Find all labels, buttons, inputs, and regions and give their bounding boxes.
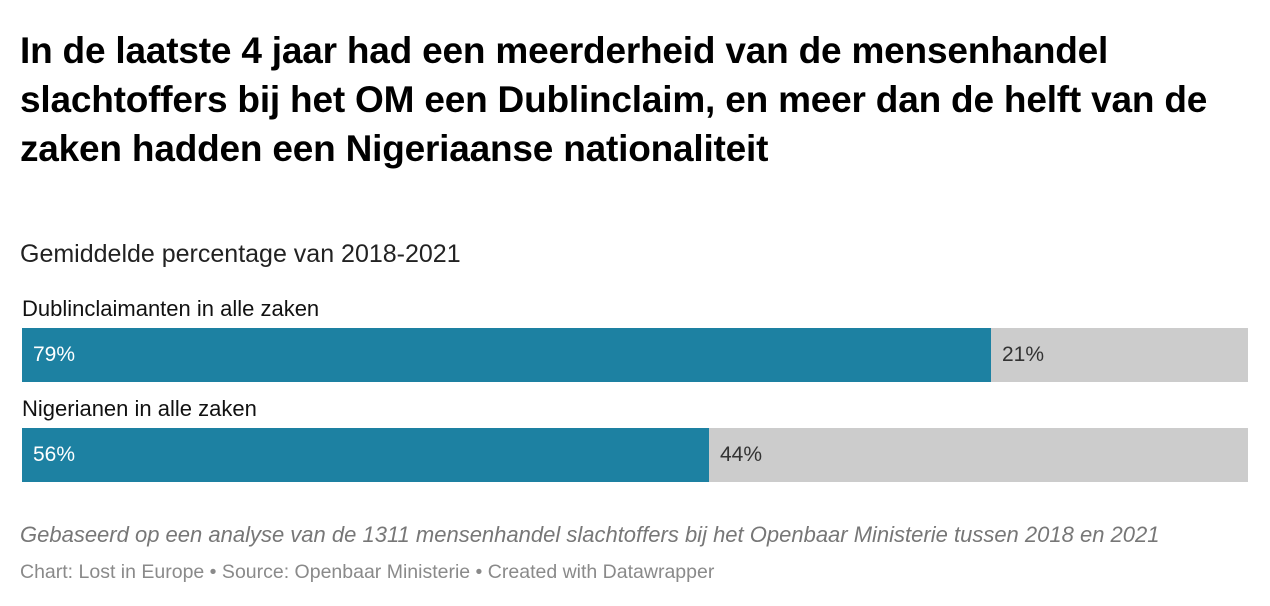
category-label: Dublinclaimanten in alle zaken [22, 296, 320, 321]
category-label: Nigerianen in alle zaken [22, 396, 257, 421]
bar-segment-share [22, 328, 991, 382]
value-label-share: 56% [33, 443, 76, 466]
chart-credits: Chart: Lost in Europe • Source: Openbaar… [20, 561, 715, 583]
chart-note: Gebaseerd op een analyse van de 1311 men… [20, 522, 1160, 547]
bar-track: 79% 21% [22, 328, 1248, 382]
bar-track: 56% 44% [22, 428, 1248, 482]
value-label-share: 79% [33, 343, 76, 366]
bar-row: Dublinclaimanten in alle zaken 79% 21% [22, 296, 1248, 382]
chart-title: In de laatste 4 jaar had een meerderheid… [20, 30, 1208, 169]
value-label-rest: 21% [1002, 343, 1045, 366]
value-label-rest: 44% [720, 443, 763, 466]
chart-subtitle: Gemiddelde percentage van 2018-2021 [20, 240, 461, 268]
bar-row: Nigerianen in alle zaken 56% 44% [22, 396, 1248, 482]
bar-chart: Dublinclaimanten in alle zaken 79% 21% N… [22, 296, 1248, 496]
bar-segment-share [22, 428, 709, 482]
